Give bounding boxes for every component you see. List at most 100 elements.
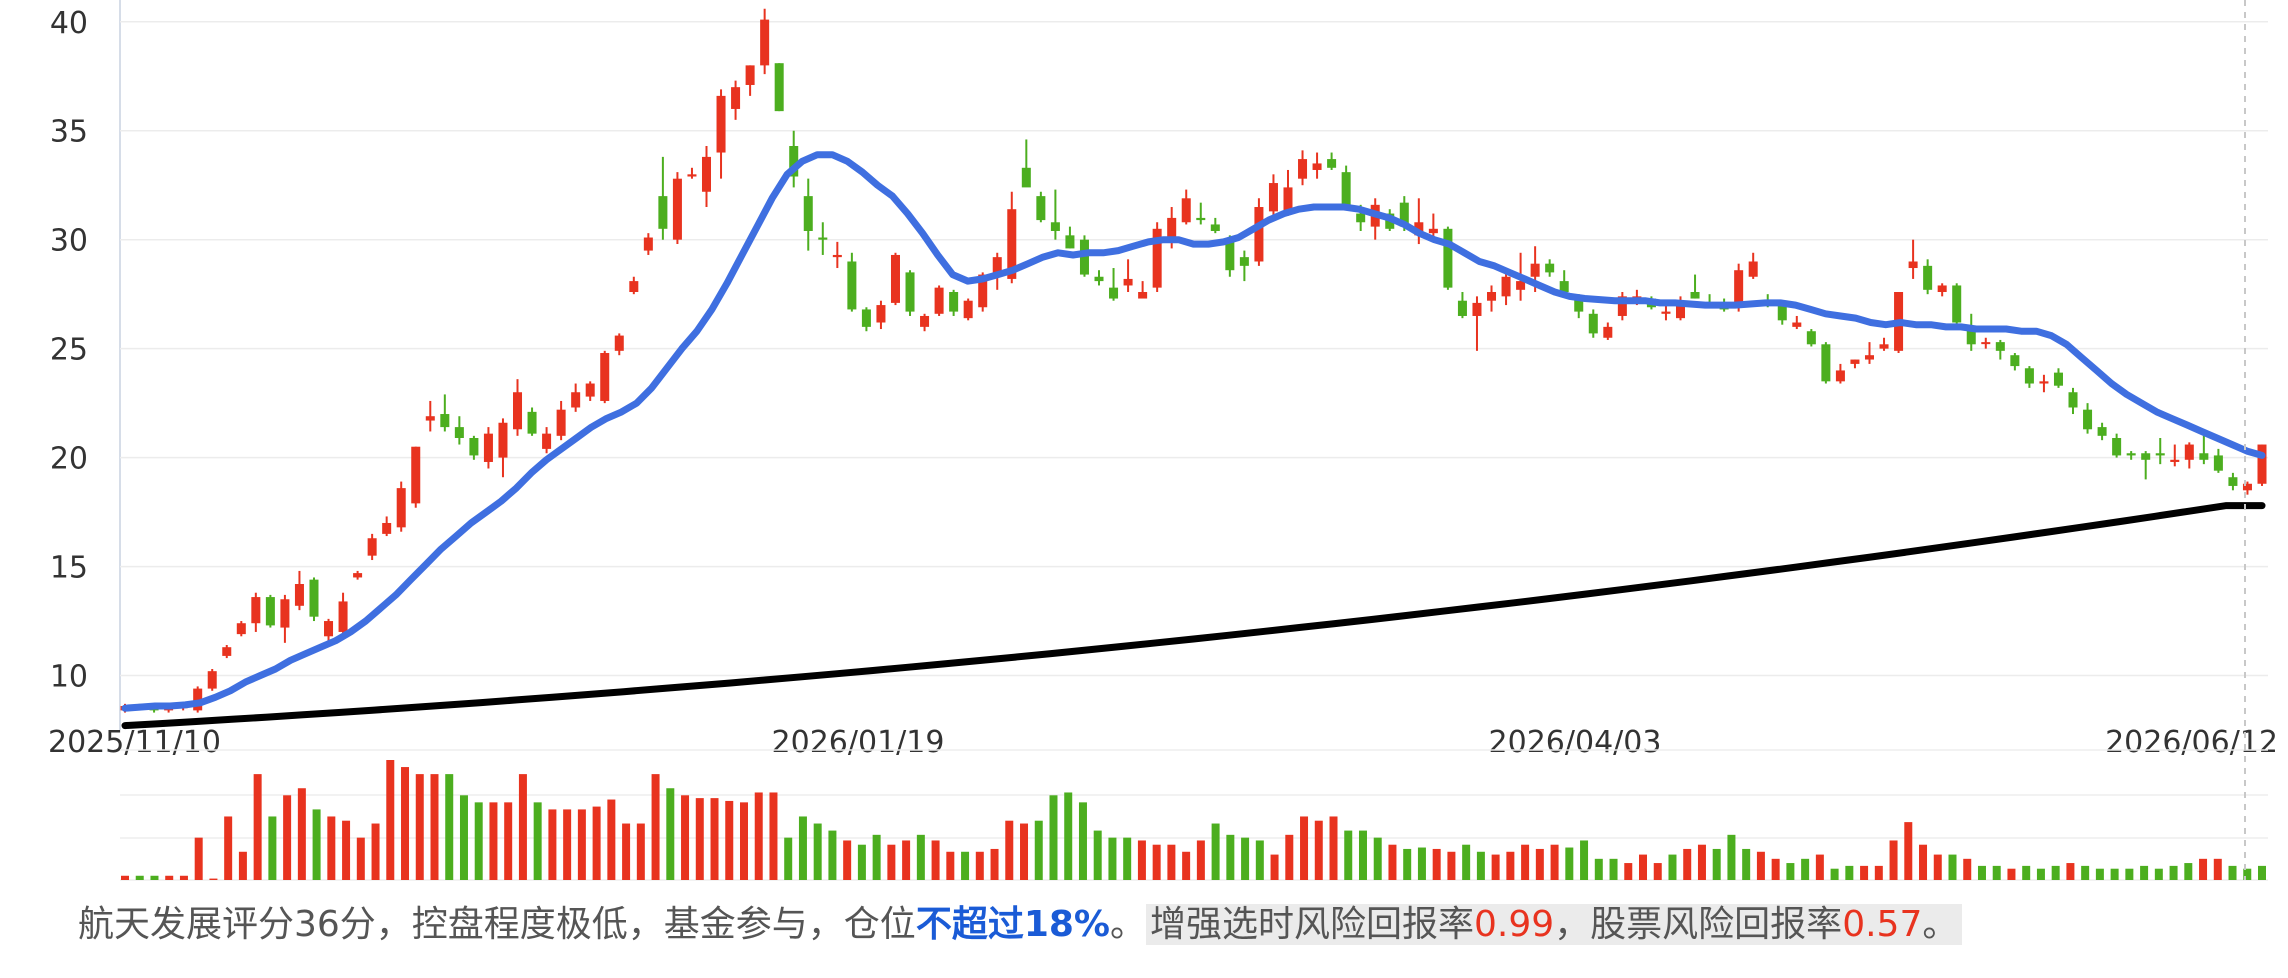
candle-body — [1617, 296, 1627, 316]
volume-bar — [1963, 858, 1972, 880]
candle-body — [1152, 228, 1162, 288]
volume-bar — [194, 837, 203, 880]
candle-body — [716, 95, 726, 153]
volume-bar — [342, 820, 351, 880]
candle-body — [1428, 228, 1438, 234]
candle-body — [1036, 196, 1046, 221]
volume-bar — [1108, 837, 1117, 880]
volume-bar — [1417, 847, 1426, 880]
volume-bar — [1933, 854, 1942, 880]
candle-body — [585, 383, 595, 397]
volume-bar — [2095, 868, 2104, 880]
volume-bar — [150, 875, 159, 880]
candle-body — [1559, 281, 1569, 292]
candle-body — [920, 315, 930, 327]
volume-bar — [828, 830, 837, 880]
candle-body — [1588, 313, 1598, 334]
volume-bar — [1535, 848, 1544, 880]
candle-body — [1021, 167, 1031, 188]
volume-bar — [2184, 863, 2193, 880]
y-tick-label: 15 — [50, 551, 88, 586]
volume-bar — [2140, 865, 2149, 880]
volume-bar — [1874, 865, 1883, 880]
candle-body — [353, 573, 363, 578]
volume-bar — [1020, 823, 1029, 880]
candle-body — [294, 584, 304, 606]
volume-bar — [2066, 863, 2075, 880]
x-tick-label: 2026/04/03 — [1489, 725, 1662, 760]
volume-bar — [445, 774, 454, 880]
candle-body — [1457, 300, 1467, 316]
candle-body — [1908, 261, 1918, 269]
candle-body — [949, 292, 959, 312]
candle-body — [1239, 257, 1249, 266]
volume-bar — [563, 809, 572, 880]
volume-bar — [401, 767, 410, 880]
volume-bar — [1668, 854, 1677, 880]
volume-bar — [666, 788, 675, 880]
candle-body — [425, 416, 435, 421]
candle-body — [542, 433, 552, 449]
candle-body — [1196, 217, 1206, 221]
candle-body — [527, 411, 537, 434]
candle-body — [440, 414, 450, 428]
candle-body — [1603, 326, 1613, 338]
candle-body — [2213, 455, 2223, 471]
candle-body — [1109, 287, 1119, 299]
candle-body — [251, 597, 261, 624]
candle-body — [1864, 355, 1874, 360]
y-tick-label: 35 — [50, 115, 88, 150]
candle-body — [1167, 217, 1177, 242]
volume-bar — [636, 823, 645, 880]
volume-bar — [739, 802, 748, 880]
candle-body — [2083, 409, 2093, 430]
candle-body — [2010, 355, 2020, 367]
candle-body — [847, 261, 857, 310]
volume-bar — [2007, 868, 2016, 880]
candle-body — [629, 281, 639, 292]
y-tick-label: 10 — [50, 660, 88, 695]
volume-bar — [1712, 848, 1721, 880]
volume-bar — [1609, 858, 1618, 880]
volume-bar — [946, 851, 955, 880]
volume-bar — [327, 816, 336, 880]
candle-body — [1225, 241, 1235, 271]
candle-body — [803, 196, 813, 231]
ma-short-line — [121, 151, 2266, 712]
volume-bar — [1550, 844, 1559, 880]
volume-bar — [1771, 858, 1780, 880]
candle-body — [890, 254, 900, 303]
volume-bar — [784, 837, 793, 880]
volume-bar — [607, 799, 616, 880]
candle-body — [382, 522, 392, 534]
volume-bar — [1653, 863, 1662, 880]
candle-body — [513, 392, 523, 430]
volume-bar — [1211, 823, 1220, 880]
volume-bar — [1005, 820, 1014, 880]
candle-body — [1501, 276, 1511, 297]
volume-bar — [268, 816, 277, 880]
volume-bar — [872, 834, 881, 880]
candle-body — [1806, 331, 1816, 345]
candle-body — [1472, 302, 1482, 316]
volume-bar — [1521, 844, 1530, 880]
candle-body — [2184, 444, 2194, 460]
volume-bar — [916, 834, 925, 880]
candle-body — [2257, 444, 2267, 484]
volume-grid — [120, 749, 2268, 881]
candle-body — [1879, 344, 1889, 349]
candle-body — [658, 196, 668, 229]
volume-bar — [386, 760, 395, 880]
candle-body — [1414, 222, 1424, 236]
volume-bar — [209, 878, 218, 880]
candle-body — [1050, 222, 1060, 231]
candle-body — [2126, 453, 2136, 456]
candle-body — [2039, 381, 2049, 384]
candle-body — [396, 488, 406, 528]
candle-body — [1312, 163, 1322, 170]
candle-body — [1545, 263, 1555, 273]
volume-bar — [1300, 816, 1309, 880]
volume-bar — [1314, 820, 1323, 880]
volume-bar — [297, 788, 306, 880]
volume-bar — [179, 875, 188, 880]
